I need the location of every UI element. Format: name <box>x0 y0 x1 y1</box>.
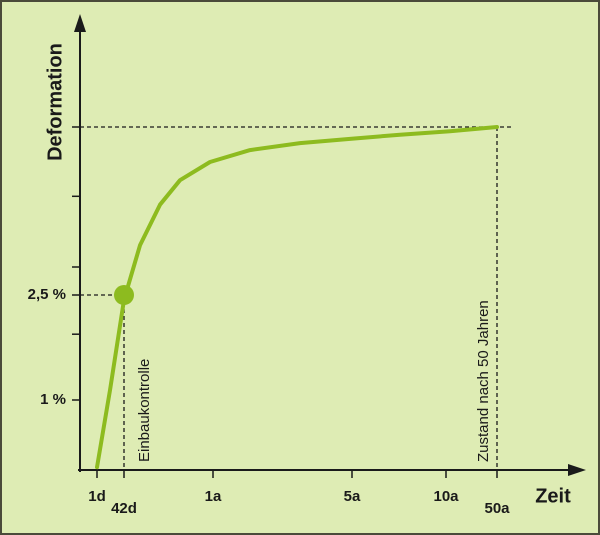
annotation: Zustand nach 50 Jahren <box>475 300 492 462</box>
y-tick-label: 1 % <box>40 391 66 408</box>
x-tick-label: 42d <box>111 500 137 517</box>
y-tick-label: 2,5 % <box>28 286 66 303</box>
y-axis-arrow <box>74 14 86 32</box>
highlight-point <box>114 285 134 305</box>
annotation: Einbaukontrolle <box>136 359 153 462</box>
x-tick-label: 10a <box>433 488 459 505</box>
y-axis-label: Deformation <box>44 43 66 161</box>
x-axis-label: Zeit <box>535 485 571 507</box>
x-tick-label: 50a <box>484 500 510 517</box>
x-tick-label: 5a <box>344 488 361 505</box>
x-tick-label: 1a <box>205 488 222 505</box>
x-tick-label: 1d <box>88 488 106 505</box>
x-axis-arrow <box>568 464 586 476</box>
